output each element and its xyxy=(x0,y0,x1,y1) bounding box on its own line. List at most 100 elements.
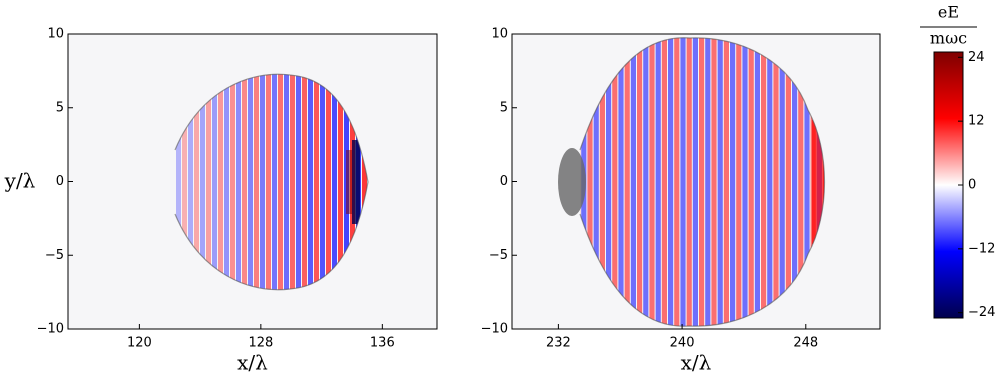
field-stripe xyxy=(643,37,649,327)
colorbar-tick-label: −24 xyxy=(968,305,995,320)
field-stripe xyxy=(779,37,785,327)
x-tick-label: 232 xyxy=(546,336,571,351)
y-tick-label: 10 xyxy=(491,27,508,42)
colorbar-tick-label: 24 xyxy=(968,50,985,65)
field-stripe xyxy=(742,37,748,327)
field-stripe xyxy=(661,37,667,327)
y-tick-label: 5 xyxy=(56,100,64,115)
field-stripe xyxy=(618,37,624,327)
field-stripe xyxy=(236,74,241,290)
field-stripe xyxy=(218,74,223,290)
field-stripe xyxy=(637,37,643,327)
field-stripe xyxy=(804,37,810,327)
field-stripe xyxy=(338,74,343,290)
field-stripe xyxy=(624,37,630,327)
colorbar-tick-label: 0 xyxy=(968,178,976,193)
y-tick-label: 0 xyxy=(500,174,508,189)
x-axis-label: x/λ xyxy=(681,351,712,375)
field-stripe xyxy=(302,74,307,290)
y-tick-label: −10 xyxy=(481,322,508,337)
field-stripe xyxy=(284,74,289,290)
x-tick-label: 128 xyxy=(248,336,273,351)
colorbar-label-bottom: mωc xyxy=(930,29,967,48)
field-stripe xyxy=(206,74,211,290)
field-stripe xyxy=(278,74,283,290)
x-tick-label: 248 xyxy=(793,336,818,351)
field-stripe xyxy=(332,74,337,290)
field-stripe xyxy=(767,37,773,327)
colorbar-tick-label: −12 xyxy=(968,241,995,256)
colorbar-tick-label: 12 xyxy=(968,114,985,129)
field-stripe xyxy=(761,37,767,327)
plasma-core xyxy=(558,148,586,216)
y-tick-label: 10 xyxy=(47,27,64,42)
field-pattern xyxy=(580,37,825,327)
field-stripe xyxy=(266,74,271,290)
field-stripe xyxy=(593,37,599,327)
field-stripe xyxy=(606,37,612,327)
field-stripe xyxy=(314,74,319,290)
field-stripe xyxy=(308,74,313,290)
y-tick-label: 5 xyxy=(500,100,508,115)
field-stripe xyxy=(362,74,367,290)
field-stripe xyxy=(242,74,247,290)
y-tick-label: −10 xyxy=(37,322,64,337)
field-stripe xyxy=(224,74,229,290)
field-stripe xyxy=(699,37,705,327)
y-axis-label: y/λ xyxy=(4,169,36,193)
field-stripe xyxy=(176,74,181,290)
field-stripe xyxy=(254,74,259,290)
field-pattern xyxy=(176,74,367,290)
field-stripe xyxy=(785,37,791,327)
field-stripe xyxy=(599,37,605,327)
field-stripe xyxy=(272,74,277,290)
field-stripe xyxy=(798,37,804,327)
field-stripe xyxy=(680,37,686,327)
field-stripe xyxy=(612,37,618,327)
field-stripe xyxy=(748,37,754,327)
field-stripe xyxy=(655,37,661,327)
field-stripe xyxy=(705,37,711,327)
field-front xyxy=(346,150,352,214)
y-tick-label: 0 xyxy=(56,174,64,189)
field-stripe xyxy=(326,74,331,290)
field-stripe xyxy=(260,74,265,290)
field-stripe xyxy=(230,74,235,290)
field-stripe xyxy=(754,37,760,327)
x-tick-label: 120 xyxy=(127,336,152,351)
field-stripe xyxy=(723,37,729,327)
field-stripe xyxy=(773,37,779,327)
colorbar-label-top: eE xyxy=(938,3,959,22)
field-stripe xyxy=(686,37,692,327)
field-stripe xyxy=(692,37,698,327)
field-front xyxy=(352,140,360,224)
x-axis-label: x/λ xyxy=(237,351,268,375)
field-stripe xyxy=(248,74,253,290)
field-stripe xyxy=(212,74,217,290)
field-stripe xyxy=(668,37,674,327)
x-tick-label: 136 xyxy=(370,336,395,351)
field-stripe xyxy=(290,74,295,290)
field-front xyxy=(812,120,824,244)
field-stripe xyxy=(649,37,655,327)
field-stripe xyxy=(711,37,717,327)
field-stripe xyxy=(182,74,187,290)
x-tick-label: 240 xyxy=(670,336,695,351)
field-stripe xyxy=(630,37,636,327)
field-stripe xyxy=(320,74,325,290)
field-stripe xyxy=(200,74,205,290)
field-stripe xyxy=(296,74,301,290)
bubble-edge xyxy=(174,73,369,291)
field-stripe xyxy=(188,74,193,290)
field-stripe xyxy=(792,37,798,327)
field-stripe xyxy=(674,37,680,327)
field-stripe xyxy=(194,74,199,290)
field-stripe xyxy=(730,37,736,327)
y-tick-label: −5 xyxy=(45,248,64,263)
field-stripe xyxy=(717,37,723,327)
y-tick-label: −5 xyxy=(489,248,508,263)
field-stripe xyxy=(736,37,742,327)
bubble-edge xyxy=(579,37,826,327)
field-stripe xyxy=(587,37,593,327)
